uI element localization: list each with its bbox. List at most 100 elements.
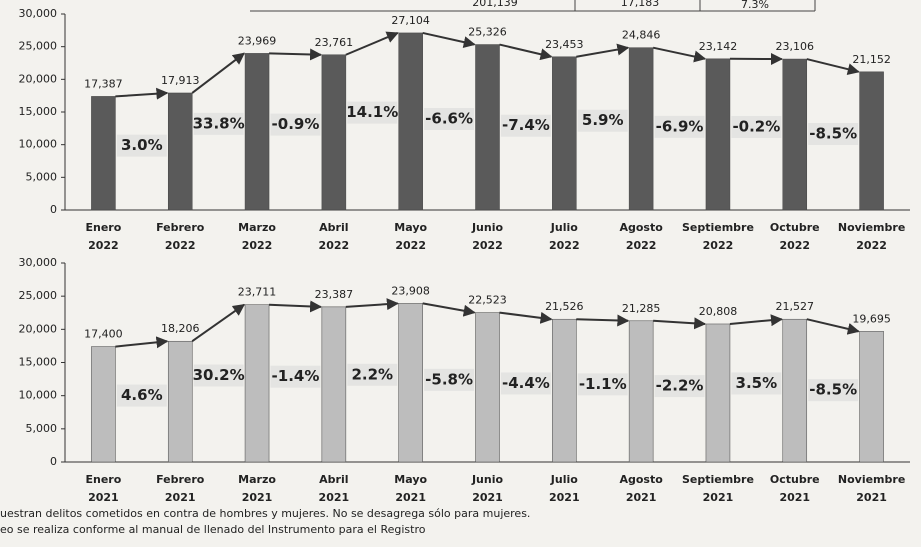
footnote: eo se realiza conforme al manual de llen… [0, 523, 426, 536]
label-line: Junio [471, 221, 504, 234]
annotation-box [193, 364, 244, 387]
label-line: 2021 [779, 491, 810, 504]
bar [859, 71, 884, 211]
annotation: 5.9% [582, 111, 624, 129]
label-line: Junio [471, 473, 504, 486]
annotation: -1.4% [272, 367, 320, 385]
value-label: 23,106 [776, 40, 815, 53]
value-label: 21,527 [776, 300, 815, 313]
header-table: 201,139 17,183 7.3% [250, 0, 816, 12]
label-line: 2021 [549, 491, 580, 504]
label-line: Noviembre [838, 473, 905, 486]
annotation: -2.2% [656, 377, 704, 395]
value-label: 22,523 [468, 294, 507, 307]
x-tick-label: Marzo 2021 [238, 473, 276, 504]
footnote: uestran delitos cometidos en contra de h… [0, 507, 530, 520]
annotation-box [116, 384, 167, 407]
bar [705, 323, 731, 463]
bar [167, 340, 193, 463]
label-line: Julio [550, 221, 578, 234]
annotation-box [347, 101, 398, 124]
annotation: 14.1% [346, 103, 398, 121]
arrow [499, 311, 553, 324]
label-line: 2022 [88, 239, 119, 252]
x-tick-label: Mayo 2022 [394, 221, 427, 252]
bar [244, 53, 270, 211]
label-line: 2021 [165, 491, 196, 504]
annotation: -8.5% [809, 381, 857, 399]
label-line: 2022 [549, 239, 580, 252]
bar [91, 346, 116, 463]
label-line: Septiembre [682, 221, 754, 234]
label-line: 2022 [319, 239, 350, 252]
bar [91, 96, 116, 211]
annotation: -8.5% [809, 124, 857, 142]
annotation: 3.5% [736, 374, 778, 392]
y-tick-label: 25,000 [19, 289, 58, 302]
x-tick-label: Julio 2022 [549, 221, 580, 252]
label-line: 2022 [242, 239, 273, 252]
arrow [806, 58, 860, 76]
x-tick-label: Agosto 2021 [619, 473, 663, 504]
label-line: 2021 [395, 491, 426, 504]
bar [398, 303, 423, 463]
arrow [269, 48, 323, 61]
bar [782, 318, 808, 463]
arrow [653, 317, 707, 330]
annotation: 3.0% [121, 136, 163, 154]
arrow [576, 43, 630, 58]
label-line: Julio [550, 473, 578, 486]
annotation-box [424, 368, 475, 391]
annotation: 2.2% [351, 365, 393, 383]
annotation-box [577, 373, 628, 396]
label-line: Septiembre [682, 473, 754, 486]
label-line: 2022 [472, 239, 503, 252]
value-label: 23,761 [315, 36, 354, 49]
y-tick-label: 10,000 [19, 389, 58, 402]
annotation-box [270, 365, 321, 388]
value-label: 19,695 [852, 312, 891, 325]
label-line: Abril [319, 221, 348, 234]
value-label: 17,387 [84, 77, 123, 90]
x-tick-label: Junio 2022 [471, 221, 504, 252]
x-tick-label: Octubre 2022 [770, 221, 820, 252]
label-line: 2021 [626, 491, 657, 504]
annotation: -0.2% [732, 117, 780, 135]
arrow [422, 302, 476, 317]
x-tick-label: Octubre 2021 [770, 473, 820, 504]
bar [475, 44, 500, 211]
annotation-box [808, 122, 859, 145]
value-label: 23,142 [699, 40, 738, 53]
x-tick-label: Junio 2021 [471, 473, 504, 504]
label-line: Abril [319, 473, 348, 486]
x-tick-label: Abril 2022 [319, 221, 350, 252]
x-tick-label: Julio 2021 [549, 473, 580, 504]
value-label: 25,326 [468, 26, 507, 39]
x-tick-label: Febrero 2021 [156, 473, 205, 504]
label-line: 2021 [242, 491, 273, 504]
label-line: Noviembre [838, 221, 905, 234]
label-line: Marzo [238, 473, 276, 486]
value-label: 21,285 [622, 302, 661, 315]
arrow [499, 43, 553, 61]
bar [398, 32, 423, 211]
label-line: 2021 [856, 491, 887, 504]
x-tick-label: Noviembre 2021 [838, 473, 905, 504]
chart: 0 5,000 10,000 15,000 20,000 25,000 30,000 17,3… [19, 7, 910, 252]
annotation-box [193, 112, 244, 135]
annotation: 33.8% [193, 114, 245, 132]
label-line: 2022 [856, 239, 887, 252]
x-tick-label: Agosto 2022 [619, 221, 663, 252]
table-cell: 201,139 [472, 0, 518, 9]
y-tick-label: 20,000 [19, 322, 58, 335]
annotation: -6.9% [656, 117, 704, 135]
table-cell: 17,183 [621, 0, 660, 9]
arrow [115, 336, 169, 349]
annotation: -1.1% [579, 375, 627, 393]
x-tick-label: Enero 2021 [86, 473, 122, 504]
annotation-box [808, 379, 859, 402]
x-tick-label: Enero 2022 [86, 221, 122, 252]
label-line: 2021 [88, 491, 119, 504]
bar [167, 92, 193, 211]
